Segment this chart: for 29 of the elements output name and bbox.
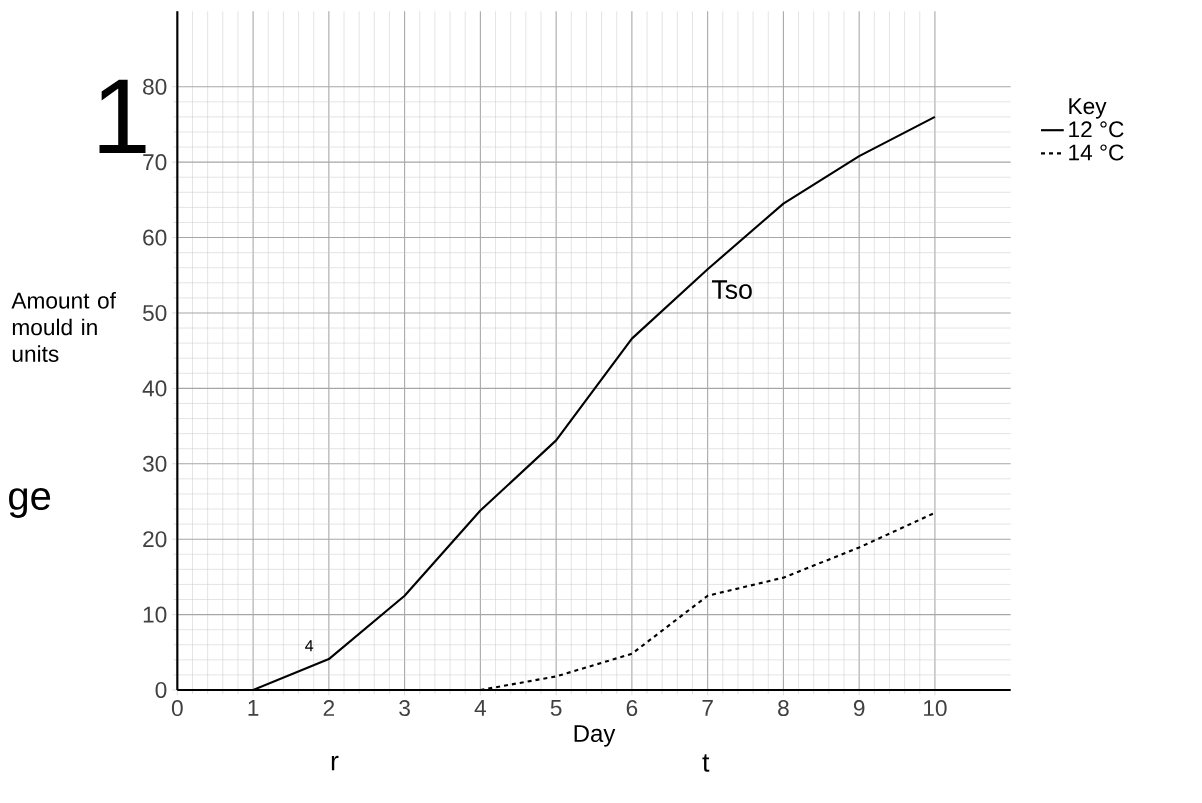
x-tick-label: 4 [474,700,487,716]
x-tick-label: 5 [550,700,562,716]
y-tick-label: 30 [142,455,167,472]
legend-label: 12 °C [1069,121,1124,138]
x-tick-label: 6 [626,700,638,717]
y-tick-label: 70 [143,154,167,171]
annotation: Tso [711,280,752,299]
y-tick-label: 40 [142,380,167,397]
y-tick-label: 0 [155,681,167,699]
y-axis-title: Amount of mould in units [11,292,116,362]
legend-label: 14 °C [1069,144,1124,161]
x-tick-label: 8 [778,700,789,717]
text: ge [9,488,51,518]
x-tick-label: 7 [702,700,713,716]
text: r [331,755,339,771]
x-tick-label: 10 [924,700,947,717]
y-tick-label: 20 [143,531,167,548]
x-tick-label: 9 [853,700,865,717]
text: t [702,754,710,772]
legend-title: Key [1069,98,1107,119]
x-tick-label: 3 [399,700,410,717]
y-tick-label: 50 [142,304,167,321]
y-tick-label: 10 [143,606,167,623]
x-tick-label: 1 [248,700,259,716]
annotation: 4 [305,640,314,652]
x-tick-label: 2 [323,700,335,716]
x-axis-title: Day [574,725,616,747]
x-tick-label: 0 [171,700,183,717]
y-tick-label: 60 [143,229,167,246]
